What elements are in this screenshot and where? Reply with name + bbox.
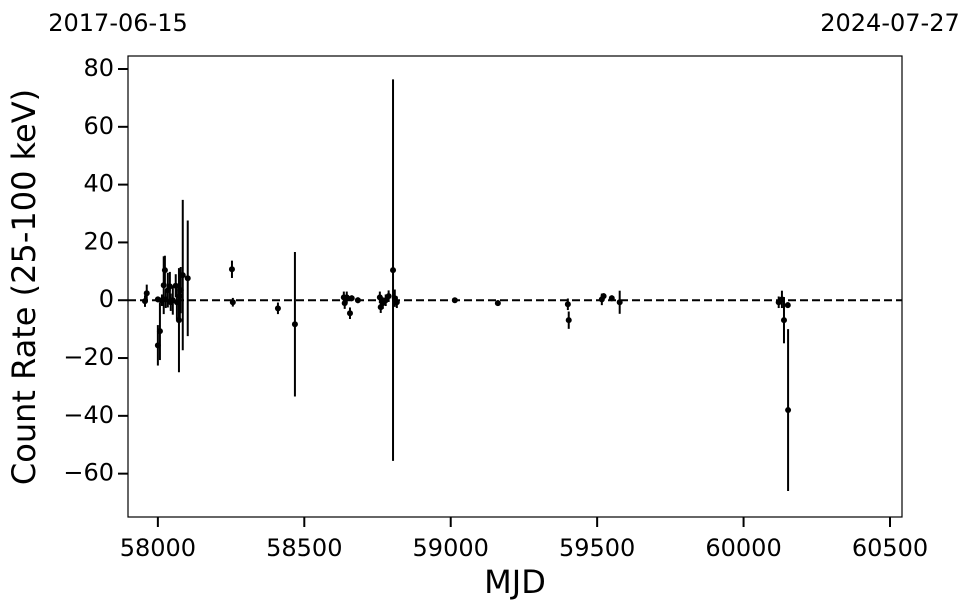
point (161, 267, 168, 274)
y-tick-label: 0 (99, 285, 114, 313)
y-tick-label: 20 (83, 227, 114, 255)
y-tick-label: 40 (83, 170, 114, 198)
point (600, 293, 607, 300)
y-tick-label: −20 (63, 343, 114, 371)
plot-frame (127, 55, 903, 518)
x-tick-label: 60000 (705, 534, 781, 562)
point (608, 295, 615, 302)
annotation: 2024-07-27 (820, 9, 959, 37)
point (390, 267, 397, 274)
point (229, 299, 236, 306)
point (228, 266, 235, 273)
point (784, 302, 791, 309)
point (166, 283, 173, 290)
point (780, 317, 787, 324)
point (156, 328, 163, 335)
x-axis-label: MJD (484, 563, 546, 601)
point (616, 299, 623, 306)
y-axis-label: Count Rate (25-100 keV) (5, 89, 43, 485)
point (143, 290, 150, 297)
point (451, 297, 458, 304)
point (565, 317, 572, 324)
point (564, 301, 571, 308)
point (184, 275, 191, 282)
point (346, 310, 353, 317)
x-tick-label: 58000 (120, 534, 196, 562)
y-tick-label: 60 (83, 112, 114, 140)
point (291, 321, 298, 328)
y-tick-label: −40 (63, 401, 114, 429)
x-tick-label: 60500 (852, 534, 928, 562)
x-tick-label: 58500 (266, 534, 342, 562)
point (348, 295, 355, 302)
point (494, 300, 501, 307)
x-tick-label: 59000 (413, 534, 489, 562)
y-tick-label: 80 (83, 54, 114, 82)
point (376, 294, 383, 301)
point (343, 294, 350, 301)
x-tick-label: 59500 (559, 534, 635, 562)
point (179, 272, 186, 279)
point (393, 299, 400, 306)
point (354, 297, 361, 304)
point (385, 293, 392, 300)
point (274, 305, 281, 312)
point (785, 407, 792, 414)
annotation: 2017-06-15 (48, 9, 187, 37)
y-tick-label: −60 (63, 459, 114, 487)
